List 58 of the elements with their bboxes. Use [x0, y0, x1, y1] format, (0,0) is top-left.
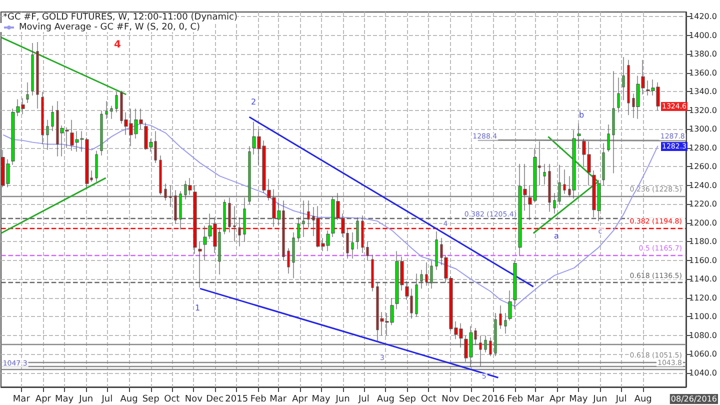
x-tick-label: Oct — [164, 394, 180, 404]
annotation: a — [554, 232, 559, 240]
x-tick-label: 2015 — [225, 394, 248, 404]
x-tick-label: Dec — [206, 394, 224, 404]
x-tick-label: Jun — [78, 394, 94, 404]
annotation: 4 — [114, 40, 121, 50]
x-tick-label: Mar — [12, 394, 30, 404]
y-tick-label: 1340.0 — [689, 87, 718, 96]
y-tick-label: 1120.0 — [689, 293, 718, 302]
y-tick-label: 1200.0 — [689, 218, 718, 228]
x-tick-label: May — [569, 394, 588, 404]
x-tick-label: Mar — [527, 394, 544, 404]
annotation: 1 — [195, 304, 200, 312]
x-tick-label: Nov — [184, 394, 204, 404]
chart-title: *GC #F, GOLD FUTURES, W, 12:00-11:00 (Dynamic) — [3, 12, 238, 22]
y-tick-label: 1420.0 — [689, 12, 718, 22]
y-tick-label: 1060.0 — [689, 350, 718, 359]
y-tick-label: 1220.0 — [689, 200, 718, 209]
x-tick-label: May — [54, 394, 74, 404]
y-tick-label: 1380.0 — [689, 50, 718, 59]
x-tick-label: Feb — [250, 394, 267, 404]
x-tick-label: Mar — [270, 394, 287, 404]
x-tick-label: Jun — [592, 394, 608, 404]
x-tick-label: 2016 — [482, 394, 506, 404]
annotation: 2 — [251, 98, 256, 106]
y-tick-label: 1260.0 — [689, 162, 718, 172]
legend-label: Moving Average - GC #F, W (S, 20, 0, C) — [19, 22, 200, 32]
y-tick-label: 1400.0 — [689, 30, 718, 40]
x-tick-label: Aug — [376, 394, 394, 404]
y-tick-label: 1080.0 — [689, 330, 718, 340]
y-tick-label: 1320.0 — [689, 106, 718, 115]
x-tick-label: Sep — [399, 394, 416, 404]
x-tick-label: Apr — [292, 394, 308, 404]
y-tick-label: 1040.0 — [689, 368, 718, 378]
y-tick-label: 1360.0 — [689, 68, 718, 78]
x-tick-label: Aug — [634, 394, 652, 404]
x-tick-label: Apr — [550, 394, 566, 404]
x-tick-label: Jul — [614, 394, 627, 404]
y-tick-label: 1280.0 — [689, 143, 718, 152]
y-tick-label: 1240.0 — [689, 180, 718, 190]
x-tick-label: Sep — [142, 394, 160, 404]
x-tick-label: Apr — [35, 394, 52, 404]
y-tick-label: 1160.0 — [689, 256, 718, 265]
y-tick-label: 1300.0 — [689, 124, 718, 134]
x-tick-label: May — [312, 394, 331, 404]
y-tick-label: 1180.0 — [689, 237, 718, 246]
x-tick-label: Oct — [420, 394, 437, 404]
y-tick-label: 1140.0 — [689, 274, 718, 284]
x-tick-label: Jul — [100, 394, 113, 404]
x-tick-label: Dec — [462, 394, 480, 404]
x-tick-label: Jun — [334, 394, 350, 404]
x-tick-label: Nov — [442, 394, 460, 404]
x-tick-label: Jul — [357, 394, 370, 404]
x-tick-label: Feb — [507, 394, 524, 404]
y-tick-label: 1100.0 — [689, 312, 718, 322]
annotation: b — [579, 110, 584, 120]
text: 08/26/2016 — [670, 394, 717, 404]
x-tick-label: Aug — [120, 394, 138, 404]
